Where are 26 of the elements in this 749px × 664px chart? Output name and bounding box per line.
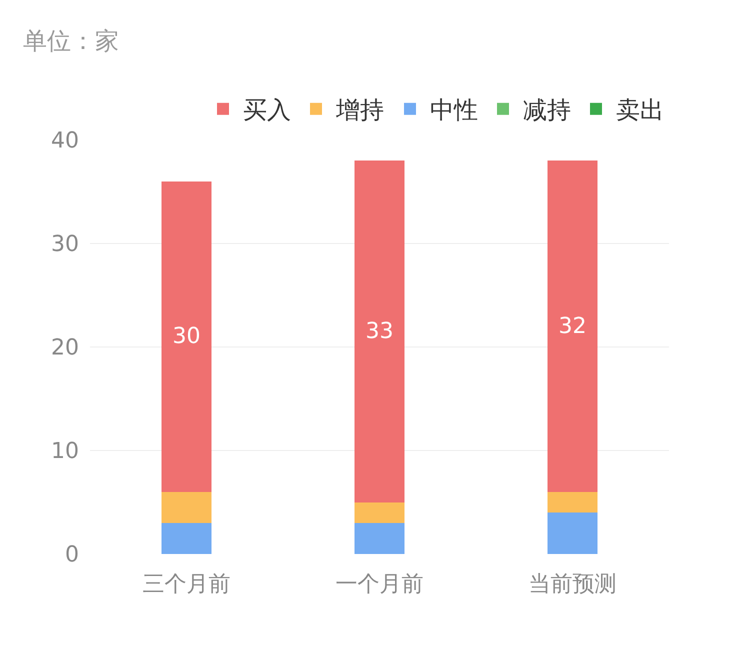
legend-label: 增持 — [335, 96, 384, 124]
y-tick-label: 30 — [51, 232, 79, 258]
bar — [161, 492, 212, 523]
text: 单位：家 — [23, 27, 119, 55]
legend-label: 买入 — [243, 96, 291, 124]
bar — [161, 181, 212, 492]
x-tick-label: 当前预测 — [528, 572, 616, 597]
bar — [547, 160, 598, 492]
y-tick-label: 0 — [65, 542, 79, 568]
legend-label: 卖出 — [616, 96, 664, 124]
data-label: 32 — [558, 314, 586, 339]
y-tick-label: 40 — [51, 128, 79, 154]
legend-label: 减持 — [523, 96, 571, 124]
data-label: 30 — [172, 324, 200, 350]
bar — [161, 522, 212, 554]
y-tick-label: 10 — [51, 439, 79, 464]
bar — [354, 522, 405, 554]
legend-label: 中性 — [430, 96, 478, 124]
bar — [547, 492, 598, 513]
y-tick-label: 20 — [51, 336, 79, 361]
data-label: 33 — [366, 318, 394, 344]
bar — [547, 512, 598, 554]
x-tick-label: 三个月前 — [142, 572, 230, 597]
bar — [354, 502, 405, 523]
x-tick-label: 一个月前 — [336, 572, 424, 597]
bar — [354, 160, 405, 502]
